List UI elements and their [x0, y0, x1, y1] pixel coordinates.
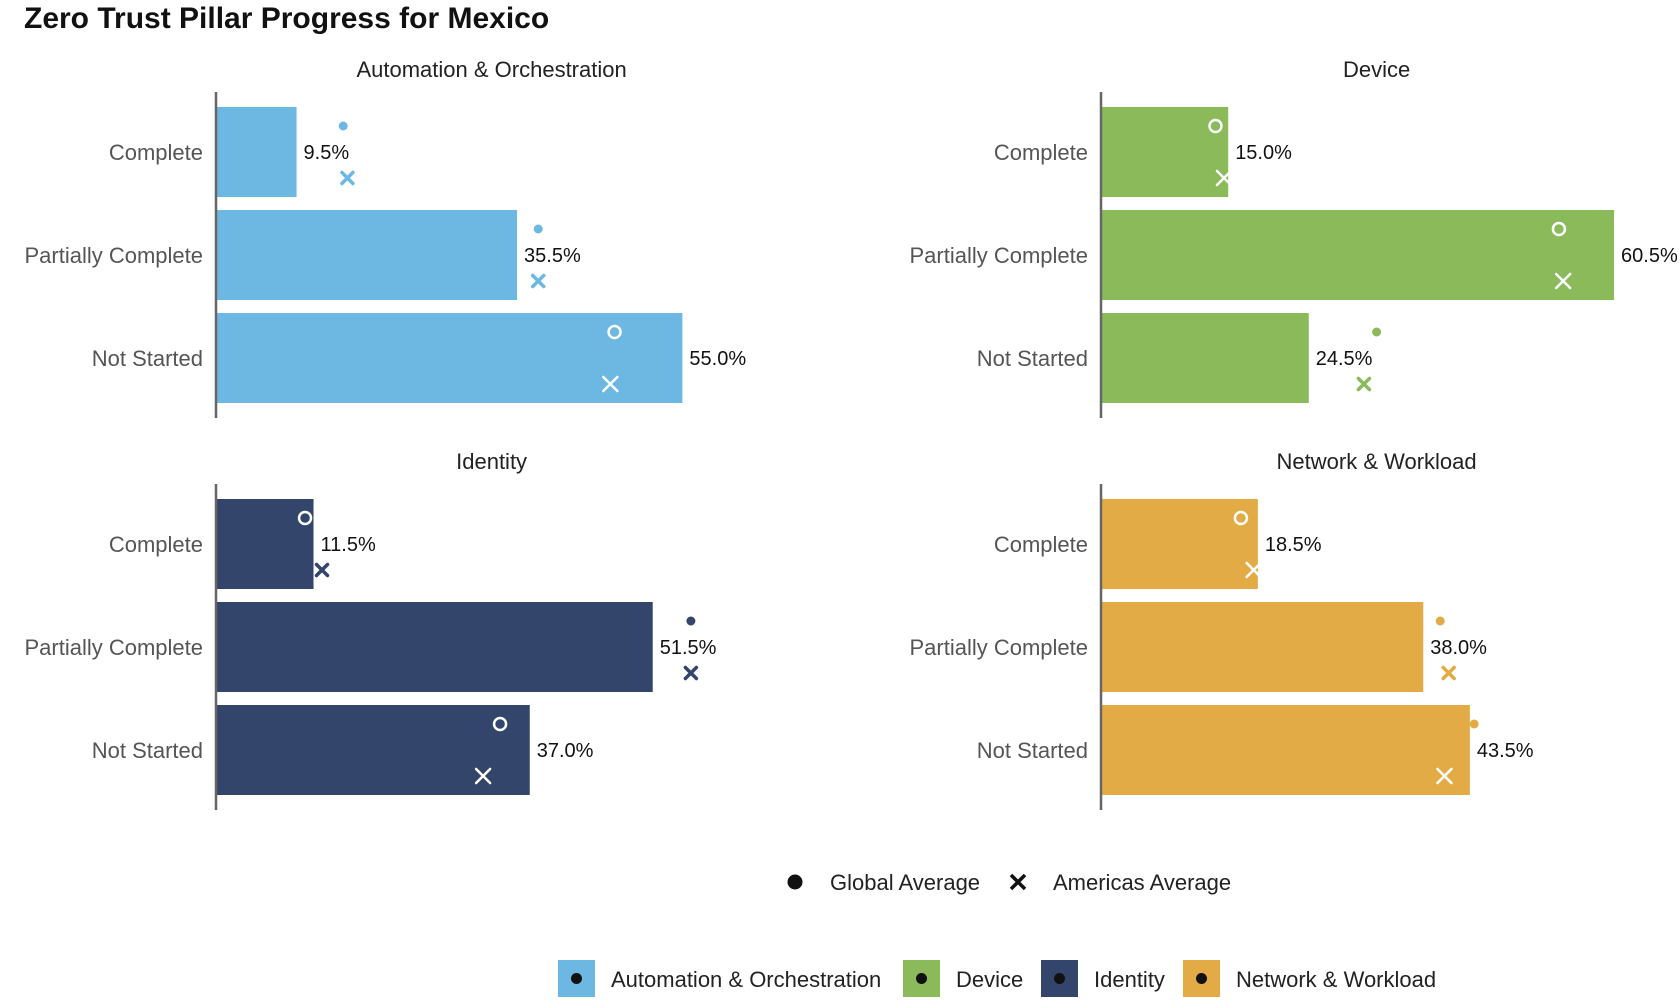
data-label: 51.5% — [660, 637, 717, 659]
data-label: 9.5% — [304, 142, 350, 164]
panel-title: Network & Workload — [1277, 449, 1477, 474]
global-average-marker — [1436, 617, 1445, 626]
panel-title: Automation & Orchestration — [356, 57, 626, 82]
bar-partially-complete — [1101, 602, 1423, 692]
panel-title: Identity — [456, 449, 527, 474]
bar-complete — [216, 499, 314, 589]
legend-label: Americas Average — [1053, 870, 1231, 895]
category-label: Not Started — [977, 346, 1088, 371]
global-average-marker — [534, 225, 543, 234]
legend-item-automation-and-orchestration: Automation & Orchestration — [558, 960, 881, 997]
legend-item-device: Device — [903, 960, 1023, 997]
legend-swatch-dot-icon — [571, 973, 582, 984]
americas-average-marker — [317, 565, 328, 576]
global-average-marker — [1470, 720, 1479, 729]
bar-complete — [1101, 107, 1228, 197]
data-label: 24.5% — [1316, 348, 1373, 370]
americas-average-marker — [1443, 668, 1454, 679]
data-label: 15.0% — [1235, 142, 1292, 164]
americas-average-marker — [685, 668, 696, 679]
category-label: Partially Complete — [24, 635, 203, 660]
global-average-marker — [1372, 328, 1381, 337]
data-label: 43.5% — [1477, 740, 1534, 762]
data-label: 55.0% — [689, 348, 746, 370]
panel-network-and-workload: Network & Workload Complete 18.5% Partially… — [909, 449, 1533, 810]
bar-not-started — [216, 705, 530, 795]
bar-partially-complete — [216, 210, 517, 300]
panel-device: Device Complete 15.0% Partially Complete 60.… — [909, 57, 1677, 418]
bar-partially-complete — [1101, 210, 1614, 300]
legend-label: Identity — [1094, 967, 1165, 992]
category-label: Complete — [109, 140, 203, 165]
global-average-marker — [339, 122, 348, 131]
panel-identity: Identity Complete 11.5% Partially Complete 5… — [24, 449, 716, 810]
data-label: 37.0% — [537, 740, 594, 762]
legend-dot-icon — [788, 875, 803, 890]
americas-average-marker — [342, 173, 353, 184]
bar-not-started — [1101, 705, 1470, 795]
chart-canvas: Automation & Orchestration Complete 9.5% Pa… — [0, 0, 1680, 1008]
category-label: Partially Complete — [24, 243, 203, 268]
panel-automation-and-orchestration: Automation & Orchestration Complete 9.5% Pa… — [24, 57, 746, 418]
category-label: Partially Complete — [909, 243, 1088, 268]
category-label: Complete — [109, 532, 203, 557]
global-average-marker — [686, 617, 695, 626]
legend-label: Device — [956, 967, 1023, 992]
legend-cross-icon — [1011, 875, 1025, 889]
americas-average-marker — [1358, 379, 1369, 390]
category-label: Not Started — [977, 738, 1088, 763]
data-label: 18.5% — [1265, 534, 1322, 556]
legend-swatch-dot-icon — [916, 973, 927, 984]
category-label: Complete — [994, 532, 1088, 557]
data-label: 60.5% — [1621, 245, 1678, 267]
legend-label: Network & Workload — [1236, 967, 1436, 992]
bar-partially-complete — [216, 602, 653, 692]
legend-swatch-dot-icon — [1054, 973, 1065, 984]
category-label: Partially Complete — [909, 635, 1088, 660]
marker-legend: Global Average Americas Average — [788, 870, 1232, 895]
legend-item-identity: Identity — [1041, 960, 1165, 997]
data-label: 38.0% — [1430, 637, 1487, 659]
bar-not-started — [1101, 313, 1309, 403]
panel-title: Device — [1343, 57, 1410, 82]
americas-average-marker — [533, 276, 544, 287]
category-label: Not Started — [92, 346, 203, 371]
category-label: Not Started — [92, 738, 203, 763]
legend-label: Automation & Orchestration — [611, 967, 881, 992]
data-label: 35.5% — [524, 245, 581, 267]
legend-label: Global Average — [830, 870, 980, 895]
data-label: 11.5% — [321, 534, 376, 556]
color-legend: Automation & Orchestration Device Identity… — [558, 960, 1436, 997]
bar-complete — [216, 107, 297, 197]
legend-swatch-dot-icon — [1196, 973, 1207, 984]
bar-complete — [1101, 499, 1258, 589]
category-label: Complete — [994, 140, 1088, 165]
legend-item-network-and-workload: Network & Workload — [1183, 960, 1436, 997]
